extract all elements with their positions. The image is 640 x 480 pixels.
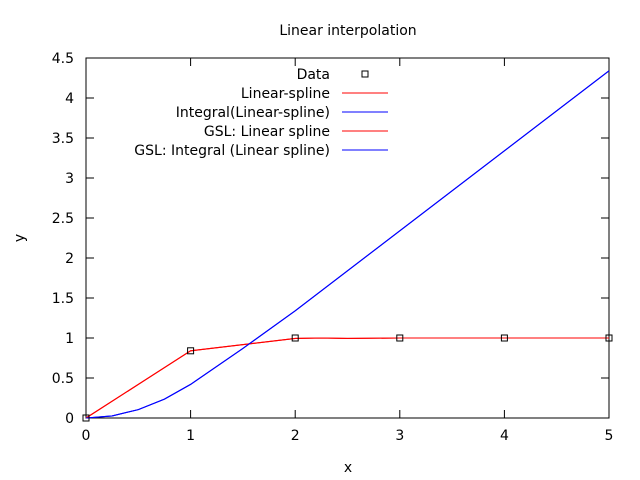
legend-label: Integral(Linear-spline) xyxy=(176,105,330,121)
y-tick-label: 0.5 xyxy=(52,371,74,387)
legend-label: GSL: Integral (Linear spline) xyxy=(134,143,330,159)
axis-ticks: 0 1 2 3 4 5 0 0.5 1 1.5 2 2.5 3 3.5 4 4.5 xyxy=(52,51,614,444)
y-tick-label: 3 xyxy=(65,171,74,187)
y-tick-label: 0 xyxy=(65,411,74,427)
series-line-1 xyxy=(85,337,609,419)
y-tick-label: 1 xyxy=(65,331,74,347)
y-tick-label: 4.5 xyxy=(52,51,74,67)
legend: Data Linear-spline Integral(Linear-spline)… xyxy=(134,67,388,159)
series-layer xyxy=(82,70,613,422)
x-tick-label: 2 xyxy=(291,428,300,444)
data-point xyxy=(396,334,404,342)
x-tick-label: 1 xyxy=(186,428,195,444)
y-tick-label: 4 xyxy=(65,91,74,107)
x-tick-label: 3 xyxy=(395,428,404,444)
series-line-4 xyxy=(85,70,610,419)
series-line-3 xyxy=(85,337,609,419)
y-tick-label: 2.5 xyxy=(52,211,74,227)
data-point xyxy=(500,334,508,342)
x-tick-label: 5 xyxy=(605,428,614,444)
legend-marker xyxy=(361,70,369,78)
chart-title: Linear interpolation xyxy=(279,23,416,39)
y-axis-label: y xyxy=(12,234,28,242)
data-point xyxy=(605,334,613,342)
data-point xyxy=(82,414,90,422)
legend-label: Data xyxy=(297,67,330,83)
data-point xyxy=(187,347,195,355)
x-tick-label: 4 xyxy=(500,428,509,444)
legend-label: Linear-spline xyxy=(241,86,330,102)
series-line-2 xyxy=(85,70,610,419)
legend-label: GSL: Linear spline xyxy=(204,124,330,140)
x-axis-label: x xyxy=(344,460,352,476)
y-tick-label: 2 xyxy=(65,251,74,267)
y-tick-label: 3.5 xyxy=(52,131,74,147)
x-tick-label: 0 xyxy=(82,428,91,444)
plot-frame xyxy=(85,57,610,419)
y-tick-label: 1.5 xyxy=(52,291,74,307)
data-point xyxy=(291,334,299,342)
